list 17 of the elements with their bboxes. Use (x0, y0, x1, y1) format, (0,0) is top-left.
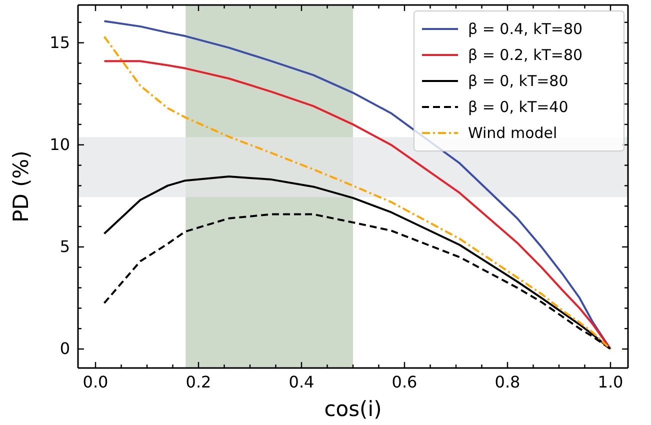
y-axis-title: PD (%) (9, 150, 33, 222)
legend-label: β = 0, kT=80 (468, 72, 568, 90)
legend-label: β = 0.4, kT=80 (468, 20, 583, 38)
x-axis-title: cos(i) (324, 397, 382, 421)
legend-label: β = 0.2, kT=80 (468, 46, 583, 64)
x-tick-label: 0.0 (82, 372, 108, 392)
y-tick-label: 5 (60, 237, 70, 256)
legend-label: Wind model (468, 124, 558, 142)
y-tick-label: 10 (50, 134, 70, 154)
x-tick-label: 1.0 (598, 372, 624, 392)
x-tick-label: 0.2 (186, 372, 212, 392)
x-tick-label: 0.6 (392, 372, 418, 392)
legend-label: β = 0, kT=40 (468, 98, 568, 116)
x-tick-label: 0.8 (494, 372, 520, 392)
x-tick-label: 0.4 (288, 372, 314, 392)
y-tick-label: 15 (50, 32, 70, 52)
y-tick-label: 0 (60, 339, 70, 358)
